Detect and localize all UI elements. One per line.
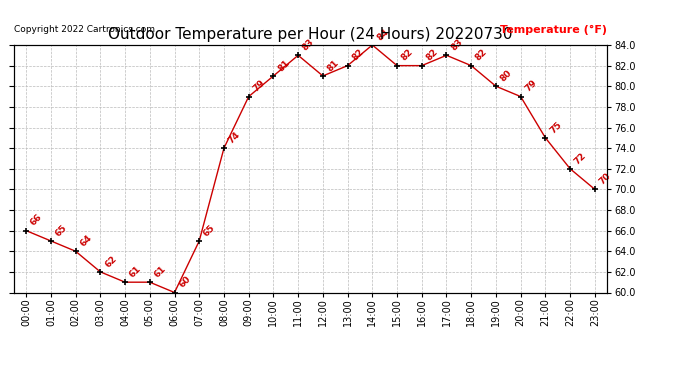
Text: 82: 82 <box>474 48 489 63</box>
Title: Outdoor Temperature per Hour (24 Hours) 20220730: Outdoor Temperature per Hour (24 Hours) … <box>108 27 513 42</box>
Text: 60: 60 <box>177 274 193 290</box>
Text: 61: 61 <box>128 264 143 279</box>
Text: 66: 66 <box>29 213 44 228</box>
Text: 82: 82 <box>351 48 366 63</box>
Text: 81: 81 <box>276 58 291 73</box>
Text: 75: 75 <box>548 120 564 135</box>
Text: 82: 82 <box>400 48 415 63</box>
Text: 65: 65 <box>54 223 69 238</box>
Text: 79: 79 <box>524 78 539 94</box>
Text: 81: 81 <box>326 58 341 73</box>
Text: 83: 83 <box>301 38 316 52</box>
Text: 70: 70 <box>598 171 613 187</box>
Text: 72: 72 <box>573 151 588 166</box>
Text: 62: 62 <box>103 254 118 269</box>
Text: 84: 84 <box>375 27 391 42</box>
Text: 65: 65 <box>202 223 217 238</box>
Text: Temperature (°F): Temperature (°F) <box>500 25 607 35</box>
Text: 74: 74 <box>227 130 242 146</box>
Text: 61: 61 <box>152 264 168 279</box>
Text: 79: 79 <box>251 78 267 94</box>
Text: 64: 64 <box>79 233 94 249</box>
Text: Copyright 2022 Cartronics.com: Copyright 2022 Cartronics.com <box>14 25 155 34</box>
Text: 82: 82 <box>424 48 440 63</box>
Text: 80: 80 <box>499 68 514 84</box>
Text: 83: 83 <box>449 38 464 52</box>
